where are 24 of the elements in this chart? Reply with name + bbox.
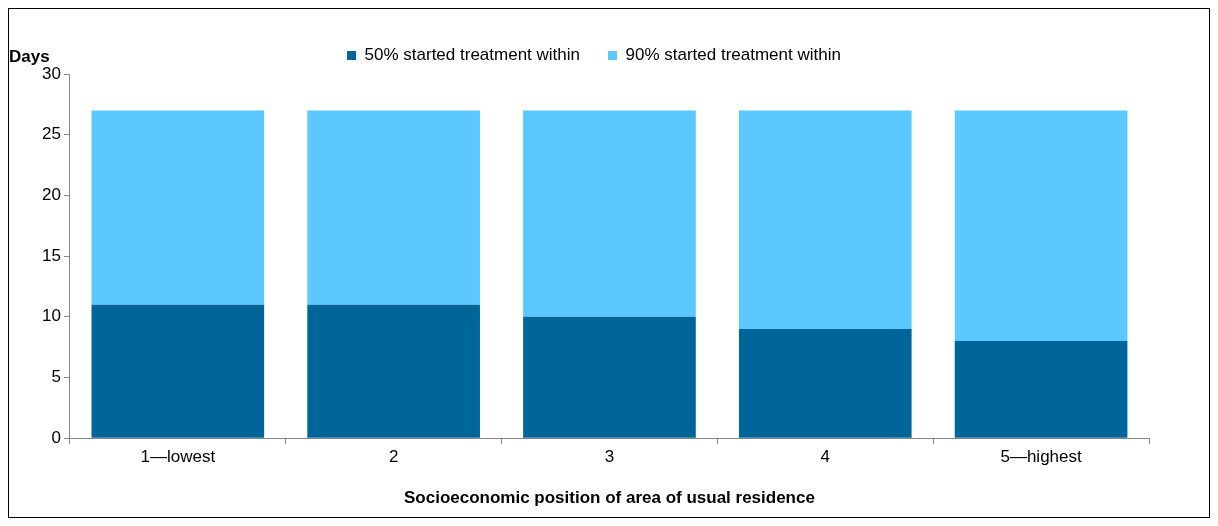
x-axis-title: Socioeconomic position of area of usual residence: [403, 488, 815, 508]
legend-label: 50% started treatment within: [364, 45, 581, 65]
y-tick-label: 25: [41, 124, 61, 144]
y-tick-label: 15: [41, 245, 61, 265]
bar: [307, 110, 480, 305]
x-tick-label: 4: [820, 447, 831, 467]
bar: [954, 341, 1128, 438]
legend-label: 90% started treatment within: [625, 45, 841, 65]
y-tick-label: 0: [51, 427, 61, 447]
bar: [307, 304, 480, 438]
x-tick-label: 3: [604, 447, 615, 467]
y-tick-label: 20: [41, 185, 61, 205]
x-tick-label: 2: [388, 447, 399, 467]
bar: [91, 304, 265, 438]
bar: [91, 110, 265, 305]
y-tick-label: 10: [41, 306, 61, 326]
bar: [523, 110, 696, 317]
bar: [738, 110, 912, 329]
bar: [954, 110, 1128, 342]
x-tick-label: 5—highest: [1000, 447, 1082, 467]
x-tick-label: 1—lowest: [140, 447, 216, 467]
y-tick-label: 5: [51, 367, 61, 387]
bar: [523, 316, 696, 438]
bar: [738, 328, 912, 438]
